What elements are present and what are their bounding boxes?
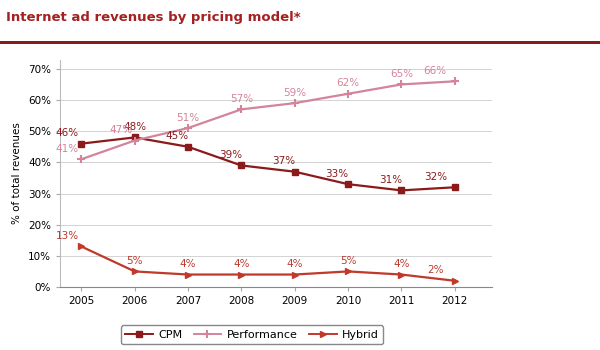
Legend: CPM, Performance, Hybrid: CPM, Performance, Hybrid xyxy=(121,326,383,344)
Text: 39%: 39% xyxy=(218,150,242,160)
Text: 46%: 46% xyxy=(56,128,79,138)
Text: 48%: 48% xyxy=(123,122,146,132)
Text: 33%: 33% xyxy=(325,169,349,178)
Text: 57%: 57% xyxy=(230,94,253,104)
Text: 5%: 5% xyxy=(127,256,143,266)
Text: 31%: 31% xyxy=(379,175,402,185)
Text: 32%: 32% xyxy=(424,172,447,182)
Text: 4%: 4% xyxy=(180,259,196,269)
Text: 13%: 13% xyxy=(56,231,79,241)
Text: 62%: 62% xyxy=(337,78,359,88)
Text: 4%: 4% xyxy=(286,259,303,269)
Text: 4%: 4% xyxy=(233,259,250,269)
Text: 51%: 51% xyxy=(176,112,200,122)
Text: 41%: 41% xyxy=(56,144,79,154)
Text: 45%: 45% xyxy=(166,131,188,141)
Text: 2%: 2% xyxy=(427,265,443,275)
Text: 37%: 37% xyxy=(272,156,295,166)
Text: Internet ad revenues by pricing model*: Internet ad revenues by pricing model* xyxy=(6,10,301,23)
Text: 59%: 59% xyxy=(283,88,306,98)
Text: 66%: 66% xyxy=(424,66,447,76)
Text: 5%: 5% xyxy=(340,256,356,266)
Y-axis label: % of total revenues: % of total revenues xyxy=(13,122,22,224)
Text: 47%: 47% xyxy=(109,125,133,135)
Text: 65%: 65% xyxy=(390,69,413,79)
Text: 4%: 4% xyxy=(393,259,410,269)
